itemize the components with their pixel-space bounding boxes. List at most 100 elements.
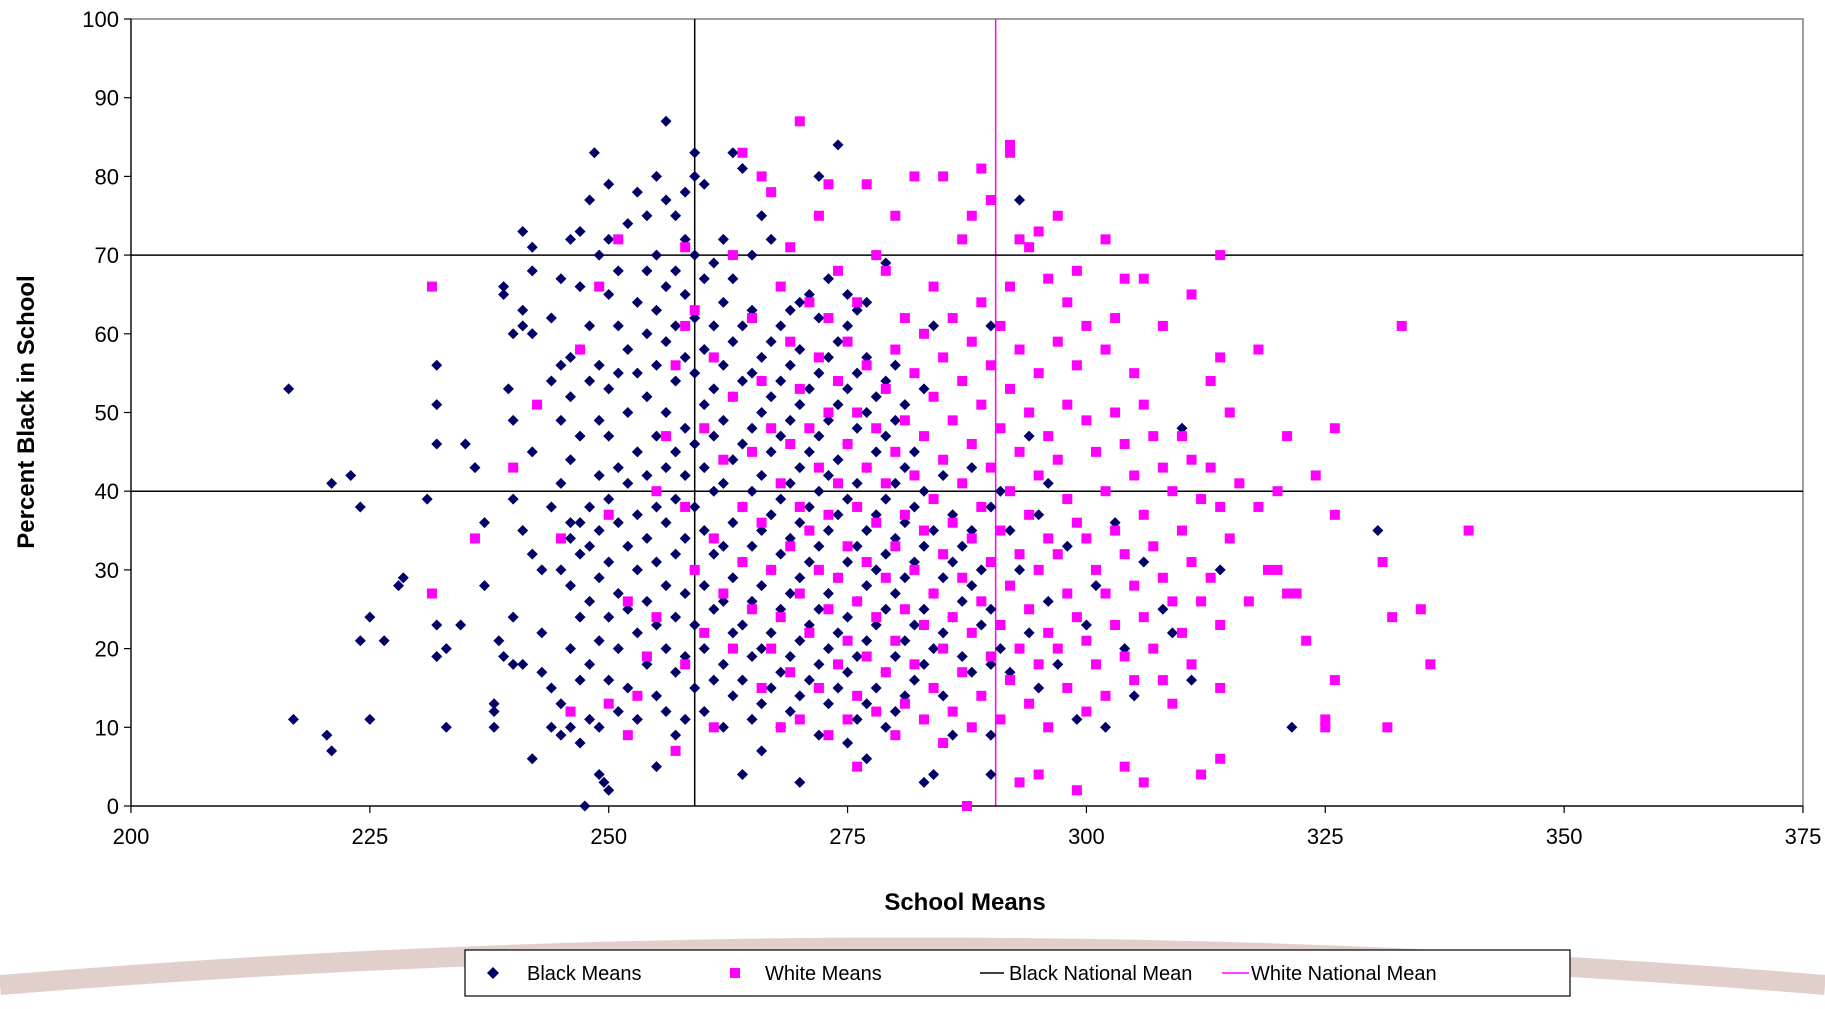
black-mean-point [822,698,834,710]
white-mean-point [947,612,958,623]
black-mean-point [574,225,586,237]
white-mean-point [804,297,815,308]
black-mean-point [889,588,901,600]
black-mean-point [813,485,825,497]
black-mean-point [564,580,576,592]
white-mean-point [919,328,930,339]
white-mean-point [575,344,586,355]
black-mean-point [880,375,892,387]
black-mean-point [564,391,576,403]
white-mean-point [1100,234,1111,245]
black-mean-point [842,288,854,300]
black-mean-point [641,532,653,544]
black-mean-point [985,320,997,332]
white-mean-point [1100,344,1111,355]
white-mean-point [1119,438,1130,449]
black-mean-point [574,737,586,749]
white-mean-point [919,714,930,725]
y-tick-label: 20 [95,637,119,662]
white-mean-point [708,533,719,544]
black-mean-point [660,194,672,206]
black-mean-point [670,446,682,458]
white-mean-point [689,305,700,316]
black-mean-point [832,336,844,348]
black-mean-point [947,729,959,741]
black-mean-point [832,139,844,151]
white-mean-point [947,415,958,426]
black-mean-point [1033,682,1045,694]
black-mean-point [928,320,940,332]
white-mean-point [1033,226,1044,237]
white-mean-point [833,265,844,276]
white-mean-point [966,336,977,347]
white-mean-point [794,116,805,127]
white-mean-point [1157,675,1168,686]
white-mean-point [1081,706,1092,717]
white-mean-point [871,706,882,717]
white-mean-point [1167,698,1178,709]
black-mean-point [746,540,758,552]
black-mean-point [1014,564,1026,576]
white-mean-point [747,313,758,324]
black-mean-point [622,540,634,552]
black-mean-point [622,344,634,356]
white-mean-point [966,438,977,449]
black-mean-point [689,438,701,450]
white-mean-point [1014,643,1025,654]
white-mean-point [1387,612,1398,623]
black-mean-point [493,635,505,647]
black-mean-point [727,517,739,529]
white-mean-point [957,234,968,245]
white-mean-point [680,659,691,670]
white-mean-point [794,714,805,725]
white-mean-point [823,313,834,324]
white-mean-point [833,376,844,387]
black-mean-point [564,643,576,655]
black-mean-point [660,115,672,127]
black-mean-point [555,414,567,426]
white-mean-point [962,801,972,811]
white-mean-point [813,462,824,473]
black-mean-point [698,344,710,356]
white-mean-point [555,533,566,544]
black-mean-point [593,572,605,584]
black-mean-point [354,501,366,513]
black-mean-point [842,383,854,395]
white-mean-point [1024,242,1035,253]
black-mean-point [593,469,605,481]
white-mean-point [976,163,987,174]
black-mean-point [813,430,825,442]
black-means-series [283,115,1384,812]
black-mean-point [612,517,624,529]
white-mean-point [899,698,910,709]
black-mean-point [717,477,729,489]
white-mean-point [1320,722,1331,733]
black-mean-point [555,698,567,710]
white-mean-point [919,525,930,536]
black-mean-point [1080,619,1092,631]
black-mean-point [650,304,662,316]
black-mean-point [555,359,567,371]
black-mean-point [937,469,949,481]
black-mean-point [842,493,854,505]
black-mean-point [507,414,519,426]
white-mean-point [594,281,605,292]
black-mean-point [326,745,338,757]
white-mean-point [1282,588,1293,599]
white-mean-point [785,242,796,253]
white-mean-point [1215,352,1226,363]
black-mean-point [641,595,653,607]
black-mean-point [526,328,538,340]
black-mean-point [469,462,481,474]
black-mean-point [736,163,748,175]
white-mean-point [1382,722,1393,733]
black-mean-point [708,257,720,269]
black-mean-point [966,580,978,592]
white-mean-point [756,376,767,387]
white-mean-point [880,265,891,276]
white-mean-point [909,659,920,670]
white-mean-point [804,423,815,434]
white-mean-point [1396,320,1407,331]
black-mean-point [889,532,901,544]
white-mean-point [1090,564,1101,575]
